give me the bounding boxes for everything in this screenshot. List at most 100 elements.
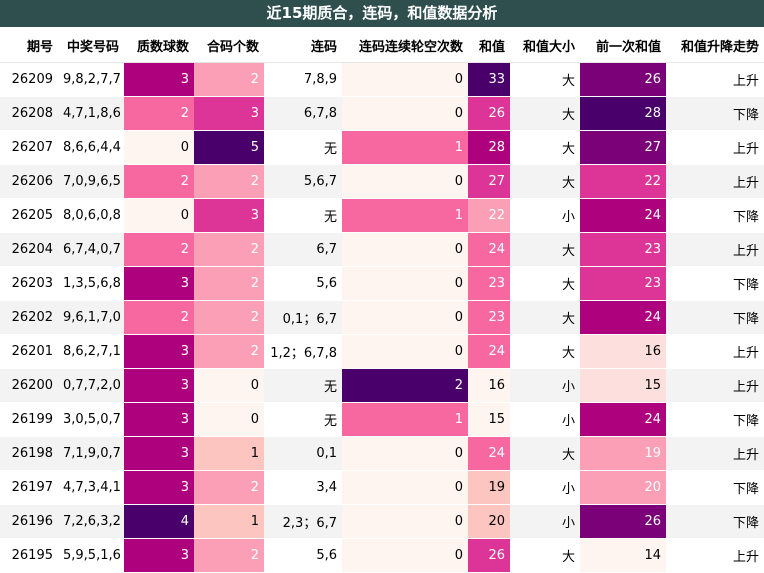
table-cell: 26204 [0, 233, 58, 267]
table-row: 26203 1,3,5,6,8 3 2 5,6 0 23 大 23 下降 [0, 267, 764, 301]
table-cell: 1,3,5,6,8 [58, 267, 124, 301]
table-cell: 26 [468, 539, 510, 573]
table-cell: 无 [264, 131, 342, 165]
table-cell: 0 [194, 403, 264, 437]
table-cell: 0 [194, 369, 264, 403]
table-row: 26201 8,6,2,7,1 3 2 1,2；6,7,8 0 24 大 16 上升 [0, 335, 764, 369]
table-cell: 27 [580, 131, 666, 165]
table-cell: 2,3；6,7 [264, 505, 342, 539]
table-cell: 上升 [666, 335, 764, 369]
table-cell: 5 [194, 131, 264, 165]
table-cell: 7,0,9,6,5 [58, 165, 124, 199]
table-row: 26199 3,0,5,0,7 3 0 无 1 15 小 24 下降 [0, 403, 764, 437]
table-cell: 26 [468, 97, 510, 131]
table-cell: 24 [468, 335, 510, 369]
table-cell: 0 [342, 165, 468, 199]
table-cell: 3 [124, 471, 194, 505]
table-cell: 大 [510, 267, 580, 301]
table-cell: 小 [510, 505, 580, 539]
table-cell: 3 [124, 369, 194, 403]
table-cell: 26202 [0, 301, 58, 335]
table-row: 26207 8,6,6,4,4 0 5 无 1 28 大 27 上升 [0, 131, 764, 165]
table-cell: 大 [510, 233, 580, 267]
table-cell: 19 [468, 471, 510, 505]
table-cell: 7,2,6,3,2 [58, 505, 124, 539]
table-cell: 4 [124, 505, 194, 539]
table-row: 26209 9,8,2,7,7 3 2 7,8,9 0 33 大 26 上升 [0, 63, 764, 97]
table-cell: 5,9,5,1,6 [58, 539, 124, 573]
table-cell: 6,7 [264, 233, 342, 267]
table-cell: 9,8,2,7,7 [58, 63, 124, 97]
table-cell: 8,6,2,7,1 [58, 335, 124, 369]
table-cell: 5,6 [264, 539, 342, 573]
table-cell: 27 [468, 165, 510, 199]
table-row: 26206 7,0,9,6,5 2 2 5,6,7 0 27 大 22 上升 [0, 165, 764, 199]
table-cell: 3 [124, 267, 194, 301]
table-cell: 23 [580, 233, 666, 267]
table-row: 26197 4,7,3,4,1 3 2 3,4 0 19 小 20 下降 [0, 471, 764, 505]
table-cell: 6,7,8 [264, 97, 342, 131]
column-header: 前一次和值 [580, 28, 666, 63]
column-header: 期号 [0, 28, 58, 63]
table-cell: 大 [510, 97, 580, 131]
table-cell: 上升 [666, 165, 764, 199]
table-cell: 6,7,4,0,7 [58, 233, 124, 267]
table-cell: 0 [342, 471, 468, 505]
table-cell: 2 [124, 97, 194, 131]
table-row: 26208 4,7,1,8,6 2 3 6,7,8 0 26 大 28 下降 [0, 97, 764, 131]
table-cell: 0,1；6,7 [264, 301, 342, 335]
table-cell: 下降 [666, 505, 764, 539]
table-cell: 26 [580, 505, 666, 539]
table-cell: 2 [342, 369, 468, 403]
table-cell: 大 [510, 165, 580, 199]
table-cell: 大 [510, 437, 580, 471]
table-cell: 22 [580, 165, 666, 199]
table-cell: 无 [264, 369, 342, 403]
table-cell: 15 [580, 369, 666, 403]
table-cell: 0,7,7,2,0 [58, 369, 124, 403]
table-cell: 小 [510, 199, 580, 233]
table-cell: 9,6,1,7,0 [58, 301, 124, 335]
table-cell: 26207 [0, 131, 58, 165]
column-header: 和值 [468, 28, 510, 63]
table-cell: 0,1 [264, 437, 342, 471]
table-row: 26198 7,1,9,0,7 3 1 0,1 0 24 大 19 上升 [0, 437, 764, 471]
table-cell: 23 [468, 301, 510, 335]
table-row: 26204 6,7,4,0,7 2 2 6,7 0 24 大 23 上升 [0, 233, 764, 267]
table-cell: 0 [342, 301, 468, 335]
table-cell: 8,6,6,4,4 [58, 131, 124, 165]
table-cell: 2 [124, 233, 194, 267]
table-cell: 1 [194, 437, 264, 471]
table-cell: 3 [124, 437, 194, 471]
table-body: 26209 9,8,2,7,7 3 2 7,8,9 0 33 大 26 上升 26208 4,7,1,… [0, 63, 764, 573]
table-cell: 3 [124, 539, 194, 573]
table-cell: 1 [342, 199, 468, 233]
table-cell: 1 [342, 131, 468, 165]
table-cell: 20 [580, 471, 666, 505]
column-header: 和值大小 [510, 28, 580, 63]
table-cell: 3 [124, 63, 194, 97]
column-header: 质数球数 [124, 28, 194, 63]
table-cell: 2 [194, 471, 264, 505]
table-row: 26195 5,9,5,1,6 3 2 5,6 0 26 大 14 上升 [0, 539, 764, 573]
table-cell: 16 [468, 369, 510, 403]
table-cell: 26 [580, 63, 666, 97]
table-cell: 3,0,5,0,7 [58, 403, 124, 437]
table-cell: 上升 [666, 63, 764, 97]
table-cell: 0 [342, 233, 468, 267]
table-cell: 1 [342, 403, 468, 437]
table-cell: 2 [124, 301, 194, 335]
table-cell: 26199 [0, 403, 58, 437]
table-cell: 1,2；6,7,8 [264, 335, 342, 369]
table-cell: 0 [342, 335, 468, 369]
table-cell: 4,7,1,8,6 [58, 97, 124, 131]
table-cell: 24 [580, 301, 666, 335]
table-cell: 小 [510, 403, 580, 437]
column-header: 连码 [264, 28, 342, 63]
table-cell: 3 [124, 335, 194, 369]
table-cell: 下降 [666, 471, 764, 505]
table-cell: 上升 [666, 233, 764, 267]
table-cell: 33 [468, 63, 510, 97]
table-cell: 26196 [0, 505, 58, 539]
table-cell: 26197 [0, 471, 58, 505]
